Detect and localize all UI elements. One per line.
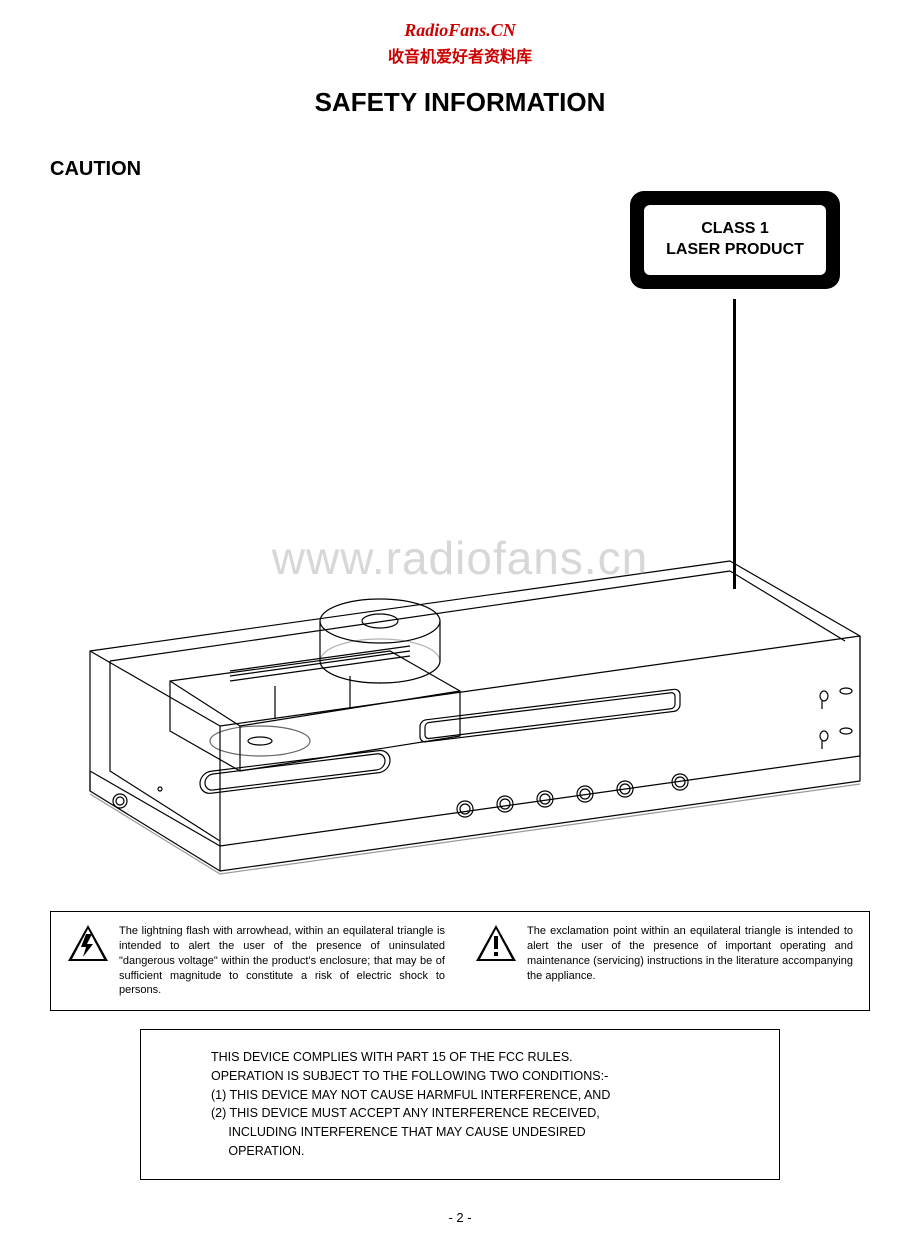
laser-product-label: CLASS 1 LASER PRODUCT bbox=[630, 191, 840, 289]
device-illustration bbox=[50, 371, 870, 891]
fcc-line-5: INCLUDING INTERFERENCE THAT MAY CAUSE UN… bbox=[211, 1123, 719, 1142]
fcc-line-1: THIS DEVICE COMPLIES WITH PART 15 OF THE… bbox=[211, 1048, 719, 1067]
warning-voltage-block: The lightning flash with arrowhead, with… bbox=[67, 924, 445, 998]
fcc-line-3: (1) THIS DEVICE MAY NOT CAUSE HARMFUL IN… bbox=[211, 1086, 719, 1105]
fcc-line-6: OPERATION. bbox=[211, 1142, 719, 1161]
laser-label-line1: CLASS 1 bbox=[654, 219, 816, 240]
exclamation-warning-icon bbox=[475, 924, 517, 962]
fcc-compliance-box: THIS DEVICE COMPLIES WITH PART 15 OF THE… bbox=[140, 1029, 780, 1180]
fcc-line-2: OPERATION IS SUBJECT TO THE FOLLOWING TW… bbox=[211, 1067, 719, 1086]
warnings-row: The lightning flash with arrowhead, with… bbox=[50, 911, 870, 1011]
caution-heading: CAUTION bbox=[50, 158, 870, 181]
warning-exclamation-text: The exclamation point within an equilate… bbox=[527, 924, 853, 983]
laser-label-line2: LASER PRODUCT bbox=[654, 240, 816, 261]
watermark-url: RadioFans.CN bbox=[50, 20, 870, 41]
watermark-chinese: 收音机爱好者资料库 bbox=[50, 43, 870, 67]
page-number: - 2 - bbox=[50, 1210, 870, 1225]
warning-voltage-text: The lightning flash with arrowhead, with… bbox=[119, 924, 445, 998]
header-watermark: RadioFans.CN 收音机爱好者资料库 bbox=[50, 20, 870, 67]
diagram-area: CLASS 1 LASER PRODUCT bbox=[50, 191, 870, 891]
page-title: SAFETY INFORMATION bbox=[50, 87, 870, 118]
voltage-warning-icon bbox=[67, 924, 109, 962]
fcc-line-4: (2) THIS DEVICE MUST ACCEPT ANY INTERFER… bbox=[211, 1104, 719, 1123]
warning-exclamation-block: The exclamation point within an equilate… bbox=[475, 924, 853, 998]
